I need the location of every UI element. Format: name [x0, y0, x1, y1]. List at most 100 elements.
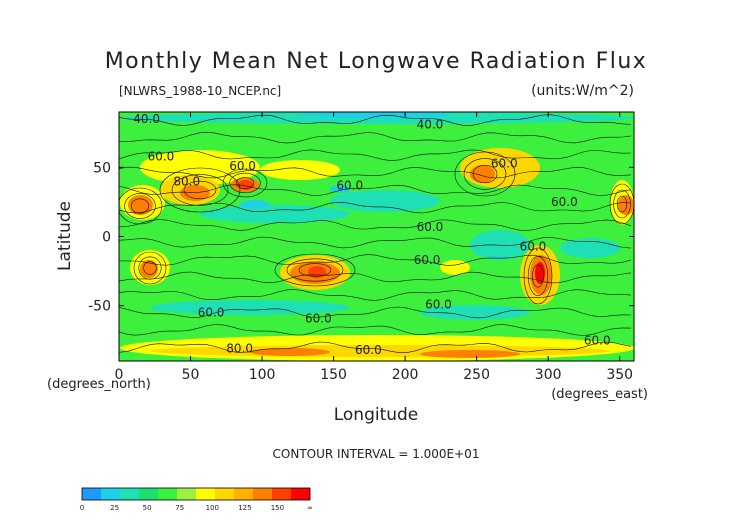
contour-label: 60.0: [425, 297, 452, 311]
contour-ring: [616, 195, 628, 213]
x-tick-label: 200: [392, 367, 419, 383]
x-tick-label: 50: [182, 367, 200, 383]
contour-label: 80.0: [173, 174, 200, 188]
field-shade: [440, 260, 470, 275]
contour-ring: [235, 177, 255, 189]
field-shade: [180, 185, 210, 201]
chart-subtitle-file: [NLWRS_1988-10_NCEP.nc]: [119, 84, 281, 98]
colorbar-tick-label: 75: [175, 504, 184, 512]
colorbar-frame: [81, 487, 311, 501]
contour-ring: [133, 251, 167, 285]
contour-ring: [523, 247, 553, 305]
colorbar-tick-label: 0: [80, 504, 84, 512]
contour-ring: [532, 264, 544, 288]
contour-line: [119, 131, 632, 144]
colorbar-swatch: [272, 488, 292, 500]
field-shade: [128, 195, 153, 215]
field-shade: [260, 160, 340, 180]
contour-ring: [454, 151, 516, 197]
contour-line: [119, 149, 632, 161]
contour-ring: [229, 172, 261, 194]
x-tick-label: 100: [249, 367, 276, 383]
contour-label: 60.0: [584, 333, 611, 347]
colorbar-tick-label: 150: [271, 504, 284, 512]
contour-ring: [613, 189, 631, 219]
contour-ring: [130, 198, 150, 214]
x-tick-label: 150: [320, 367, 347, 383]
field-shade: [420, 305, 530, 320]
contour-line: [119, 306, 632, 319]
colorbar-swatch: [101, 488, 121, 500]
colorbar-swatch: [291, 488, 311, 500]
colorbar-swatch: [196, 488, 216, 500]
contour-label: 60.0: [491, 156, 518, 170]
field-shade: [120, 112, 634, 124]
contour-line: [119, 114, 632, 126]
contour-line: [119, 341, 632, 353]
heatmap-field: 40.0 40.0 60.0 80.0 60.0 60.0 60.0 60.0 60.0 60.0…: [119, 112, 634, 361]
chart-subtitle-units: (units:W/m^2): [531, 83, 634, 99]
contour-line: [119, 289, 632, 301]
contour-label: 60.0: [551, 195, 578, 209]
contour-ring: [171, 174, 229, 206]
contour-label: 80.0: [226, 342, 253, 356]
x-tick-label: 300: [535, 367, 562, 383]
x-axis: 0 50 100 150 200 250 300 350: [115, 112, 633, 383]
contour-ring: [286, 258, 344, 282]
field-shade: [150, 300, 350, 315]
colorbar-swatch: [158, 488, 178, 500]
colorbar-swatch: [234, 488, 254, 500]
contour-label: 60.0: [198, 306, 225, 320]
field-shade: [200, 205, 350, 223]
colorbar-tick-label: 25: [110, 504, 119, 512]
field-shade: [330, 190, 440, 212]
contour-ring: [527, 256, 549, 296]
colorbar-swatch: [253, 488, 273, 500]
contour-ring: [298, 263, 332, 277]
x-tick-label: 0: [115, 367, 124, 383]
contour-label: 60.0: [414, 253, 441, 267]
field-shade: [618, 195, 634, 215]
x-axis-label: Longitude: [334, 405, 419, 425]
contour-ring: [138, 256, 162, 280]
contour-ring: [143, 261, 157, 275]
colorbar-tick-label: 50: [143, 504, 152, 512]
contour-line: [119, 184, 632, 196]
y-axis-label: Latitude: [55, 201, 75, 271]
field-shade: [250, 348, 330, 356]
field-shade: [240, 200, 270, 208]
contour-label: 60.0: [305, 311, 332, 325]
contour-label: 60.0: [148, 149, 175, 163]
x-tick-label: 250: [463, 367, 490, 383]
contour-ring: [124, 193, 156, 219]
field-shade: [300, 112, 450, 118]
colorbar-swatch: [82, 488, 102, 500]
field-background: [119, 112, 634, 361]
contour-ring: [183, 180, 217, 200]
colorbar-swatch: [120, 488, 140, 500]
colorbar: 0 25 50 75 100 125 150 ∞: [80, 487, 313, 512]
contour-label: 60.0: [355, 343, 382, 357]
contour-line: [119, 254, 632, 266]
contour-ring: [274, 253, 356, 287]
contour-line: [119, 236, 632, 249]
contour-ring: [463, 158, 507, 190]
colorbar-tick-label: 125: [238, 504, 251, 512]
contour-label: 60.0: [520, 239, 547, 253]
x-tick-label: 350: [606, 367, 633, 383]
y-tick-label: -50: [88, 299, 111, 315]
y-axis: 50 0 -50: [88, 160, 634, 315]
field-shade: [470, 165, 495, 183]
contour-label: 60.0: [417, 220, 444, 234]
field-shade: [560, 238, 620, 258]
contour-ring: [222, 168, 268, 198]
colorbar-swatch: [177, 488, 197, 500]
contour-line: [119, 219, 632, 231]
contour-ring: [472, 164, 498, 184]
colorbar-tick-label: ∞: [307, 504, 313, 512]
contour-label: 40.0: [133, 112, 160, 126]
contour-interval-note: CONTOUR INTERVAL = 1.000E+01: [273, 447, 480, 461]
colorbar-swatch: [215, 488, 235, 500]
chart-title: Monthly Mean Net Longwave Radiation Flux: [105, 49, 648, 74]
